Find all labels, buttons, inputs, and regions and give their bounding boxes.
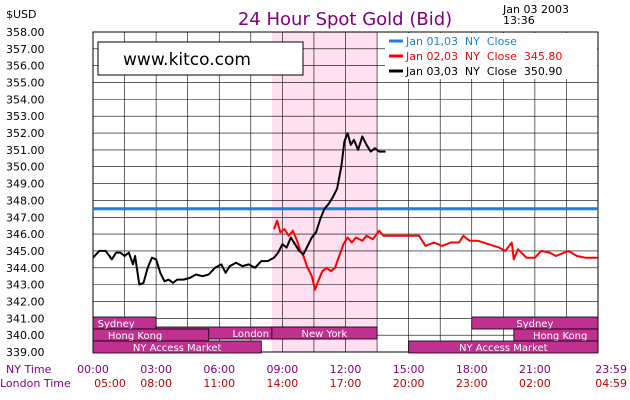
x-tick-london: 02:00 [519,377,551,390]
header-date: Jan 03 2003 [502,3,569,16]
session-label: Sydney [98,319,135,330]
y-tick-label: 344.00 [6,262,45,275]
x-tick-ny: 03:00 [140,363,172,376]
unit-label: $USD [6,8,37,21]
x-tick-london: 20:00 [393,377,425,390]
y-tick-label: 339.00 [6,346,45,359]
logo-text: www.kitco.com [123,50,251,70]
legend-entry-1: Jan 01,03 NY Close [405,35,517,48]
plot-area [92,31,599,353]
x-tick-london: 17:00 [330,377,362,390]
session-label: Sydney [516,319,553,330]
y-tick-label: 345.00 [6,245,45,258]
x-tick-ny: 12:00 [330,363,362,376]
x-tick-london: 04:59 [595,377,627,390]
y-tick-label: 352.00 [6,127,45,140]
legend-entry-2: Jan 02,03 NY Close 345.80 [405,50,562,63]
session-label: Hong Kong [108,331,162,342]
x-tick-london: 11:00 [203,377,235,390]
session-bar [408,340,599,354]
y-tick-label: 341.00 [6,312,45,325]
header-time: 13:36 [503,14,535,27]
session-label: Hong Kong [533,331,587,342]
y-tick-label: 340.00 [6,329,45,342]
series-line-3 [92,132,386,286]
session-label: NY Access Market [133,343,222,354]
y-tick-label: 358.00 [6,26,45,39]
x-tick-ny: 23:59 [595,363,627,376]
session-bar [92,340,262,354]
x-tick-london: 23:00 [456,377,488,390]
x-row-label-ny: NY Time [6,363,52,376]
legend-background [385,33,597,79]
session-label: London [232,329,269,340]
y-tick-label: 350.00 [6,161,45,174]
session-label: New York [302,329,348,340]
y-tick-label: 354.00 [6,93,45,106]
x-tick-ny: 15:00 [393,363,425,376]
y-tick-label: 348.00 [6,194,45,207]
x-row-label-london: London Time [0,377,71,390]
x-tick-london: 05:00 [94,377,126,390]
y-tick-label: 355.00 [6,77,45,90]
legend: Jan 01,03 NY Close Jan 02,03 NY Close 345… [385,33,597,79]
y-axis: 339.00 340.00 341.00 342.00 343.00 344.00 345.… [6,26,45,359]
y-tick-label: 351.00 [6,144,45,157]
series-line-2 [273,219,598,291]
x-tick-ny: 21:00 [519,363,551,376]
y-tick-label: 347.00 [6,211,45,224]
x-tick-ny: 00:00 [77,363,109,376]
x-tick-ny: 09:00 [267,363,299,376]
x-tick-london: 08:00 [140,377,172,390]
y-tick-label: 346.00 [6,228,45,241]
x-tick-london: 14:00 [267,377,299,390]
session-label: NY Access Market [459,343,548,354]
y-tick-label: 353.00 [6,110,45,123]
session-bar [271,326,378,340]
x-tick-ny: 06:00 [203,363,235,376]
logo: www.kitco.com [97,41,304,76]
market-sessions: Sydney Sydney London Hong Kong New York Hong … [92,316,599,354]
y-tick-label: 356.00 [6,60,45,73]
legend-entry-3: Jan 03,03 NY Close 350.90 [405,65,562,78]
plot-border [92,31,599,353]
ny-session-shade [271,32,378,352]
y-tick-label: 357.00 [6,43,45,56]
y-tick-label: 342.00 [6,295,45,308]
y-tick-label: 349.00 [6,178,45,191]
chart-title: 24 Hour Spot Gold (Bid) [238,9,452,30]
x-tick-ny: 18:00 [456,363,488,376]
y-tick-label: 343.00 [6,279,45,292]
